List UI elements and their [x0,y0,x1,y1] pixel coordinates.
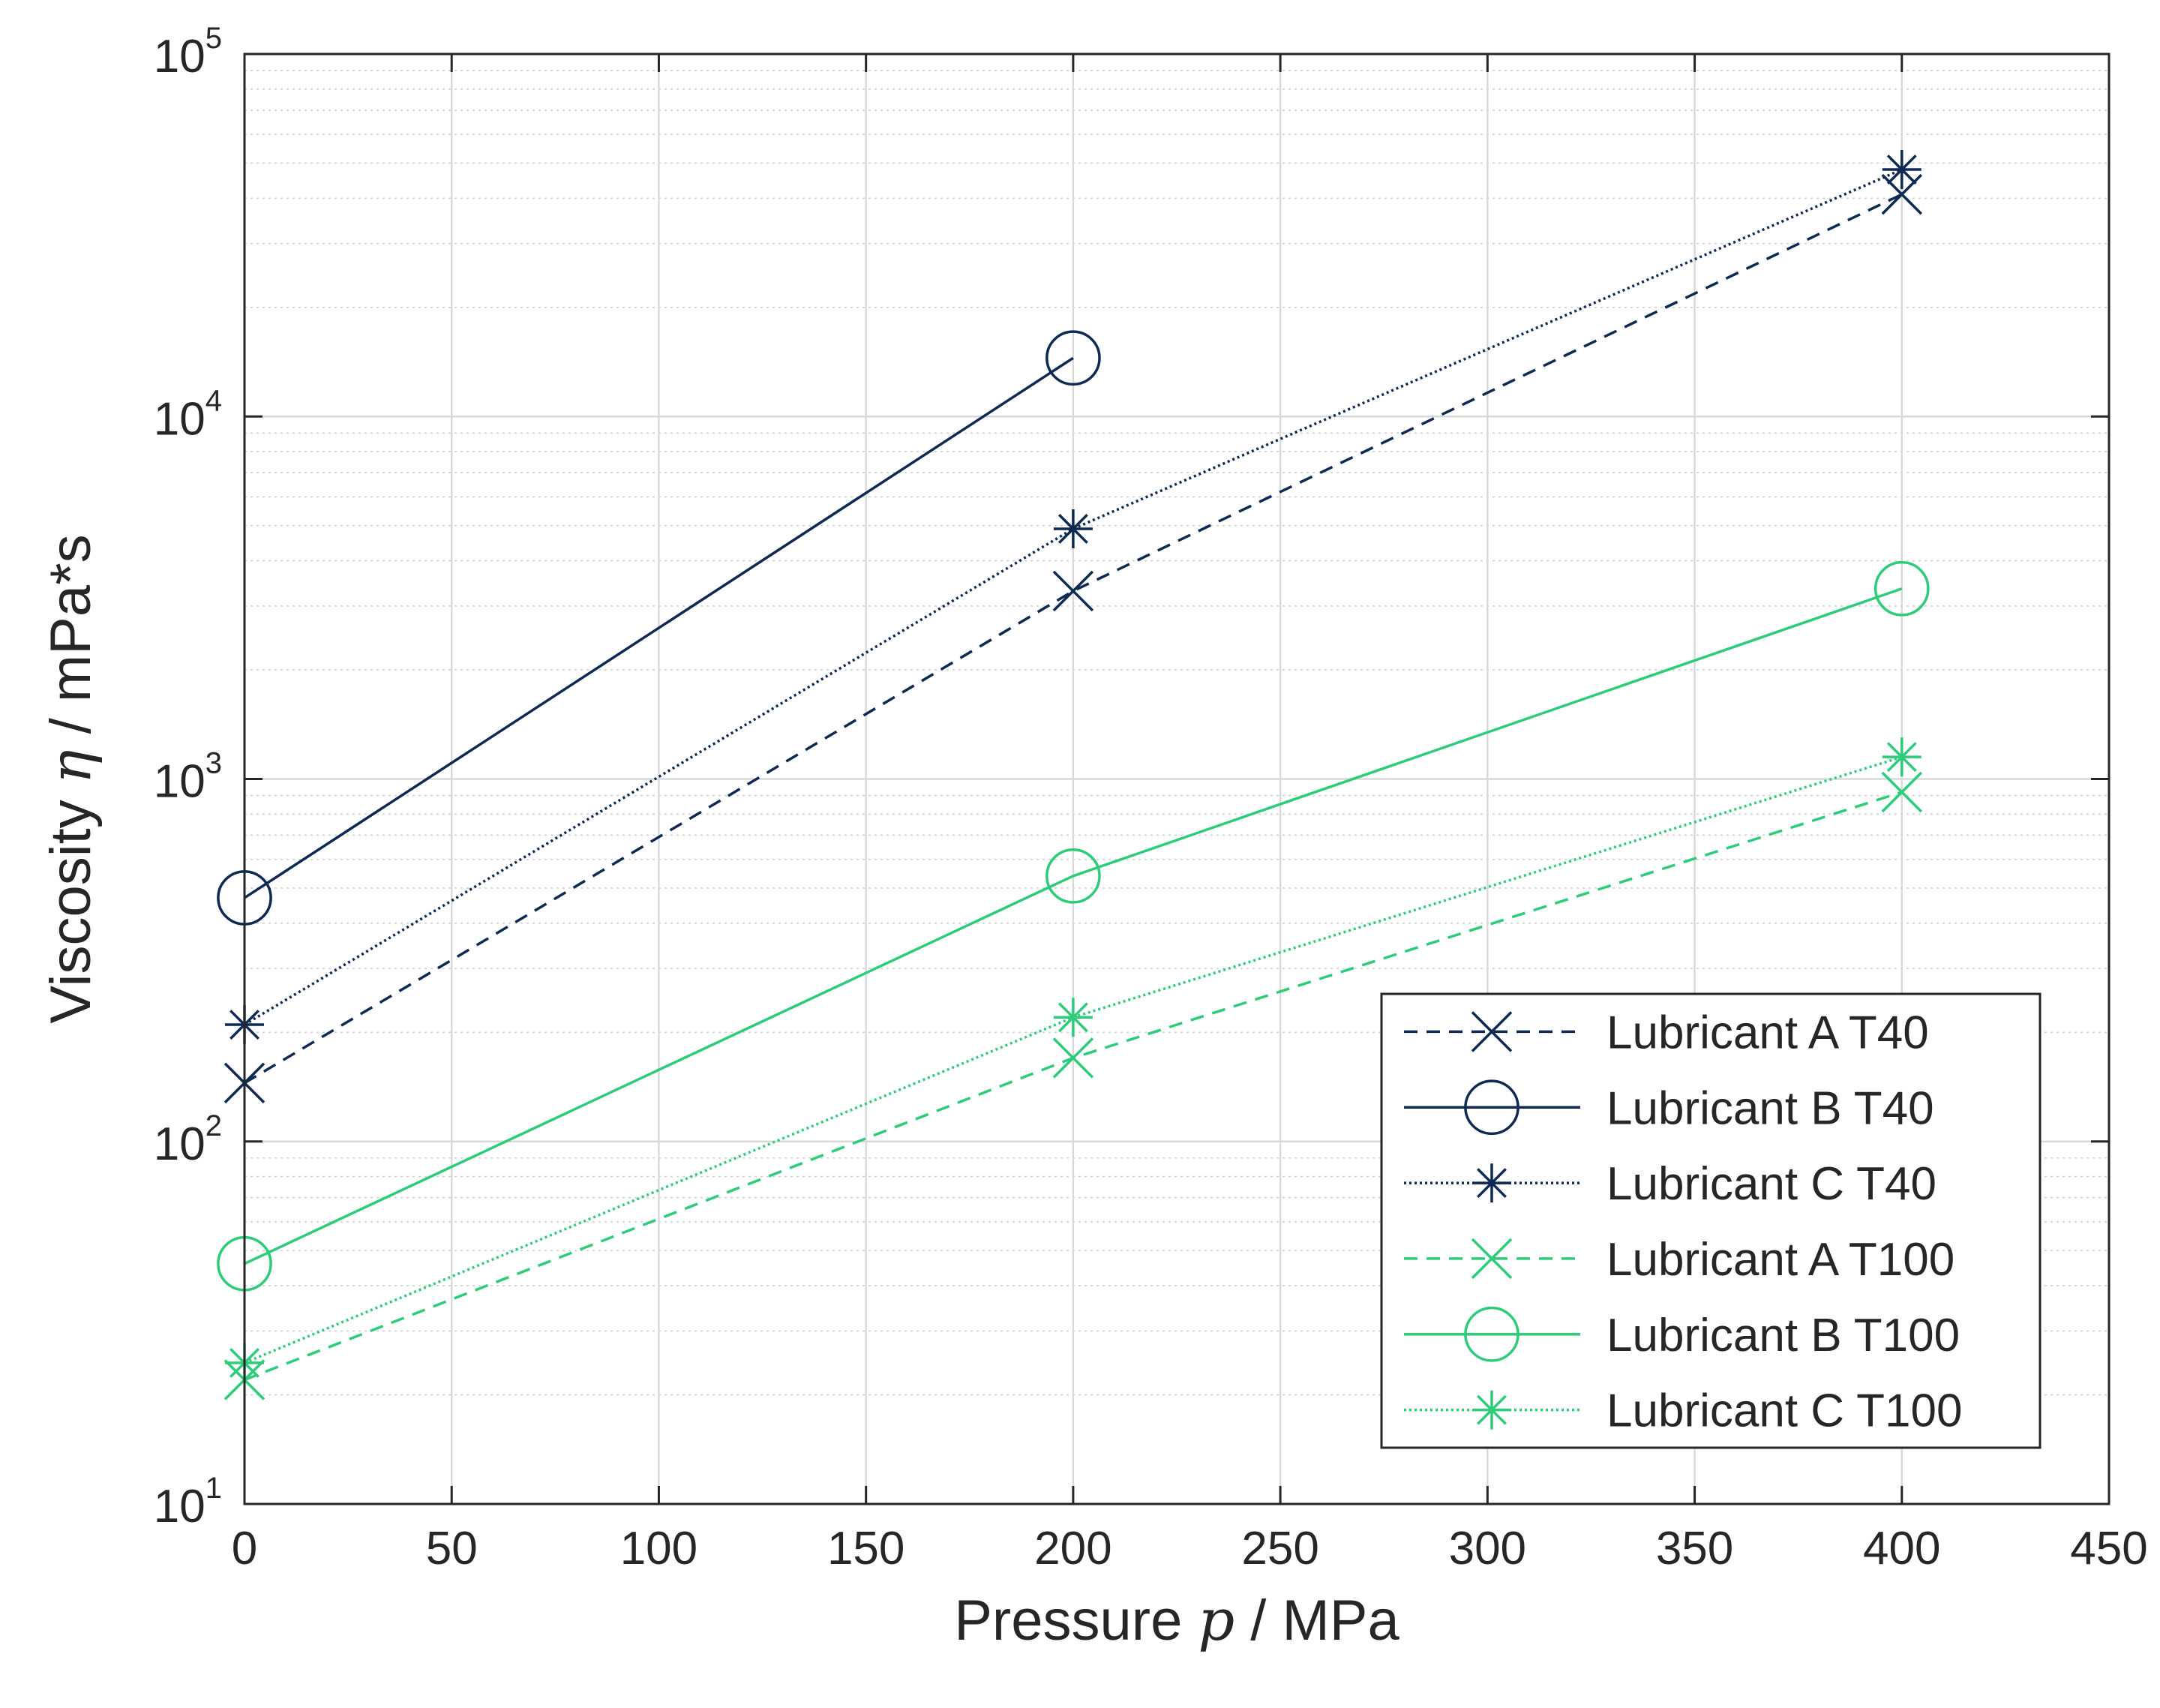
marker-x [1052,570,1094,612]
y-tick-label: 103 [154,747,222,808]
marker-asterisk [1882,150,1922,190]
y-tick-label: 102 [154,1109,222,1170]
y-tick-label-base: 10 [154,31,206,83]
ticks: 0 50 100 150 200 250 300 350 400 4501011021031041… [154,22,2148,1574]
marker-circle [1046,848,1101,904]
y-tick-label-exponent: 4 [206,384,222,417]
x-tick-label: 150 [827,1523,904,1574]
data-point [1052,1037,1094,1079]
marker-asterisk [1053,998,1093,1037]
x-tick-label: 50 [426,1523,478,1574]
y-tick-label: 104 [154,384,222,445]
y-tick-label-exponent: 5 [206,22,222,55]
x-tick-label: 100 [620,1523,698,1574]
marker-circle [1464,1079,1520,1136]
series-line [244,356,1074,899]
legend-label: Lubricant B T40 [1606,1082,1934,1134]
marker-circle [1874,560,1930,617]
marker-asterisk [1882,737,1922,777]
data-point [1053,998,1093,1037]
legend-label: Lubricant C T100 [1606,1385,1962,1437]
y-axis-label-suffix: / mPa*s [39,534,103,749]
marker-x [1052,1037,1094,1079]
marker-x [1471,1011,1513,1052]
x-axis-label-suffix: / MPa [1234,1589,1400,1652]
y-tick-label: 101 [154,1472,222,1532]
marker-asterisk [1472,1390,1511,1430]
x-tick-label: 200 [1034,1523,1112,1574]
data-point [1881,771,1923,813]
marker-circle [1464,1306,1520,1362]
data-point [1052,570,1094,612]
legend-item: Lubricant B T100 [1404,1306,1960,1362]
x-tick-label: 250 [1241,1523,1318,1574]
y-tick-label-exponent: 3 [206,747,222,780]
y-tick-label-exponent: 2 [206,1109,222,1142]
marker-x [1881,771,1923,813]
x-tick-label: 400 [1863,1523,1940,1574]
x-axis-label-prefix: Pressure [954,1589,1198,1652]
series-line [244,587,1903,1265]
legend-label: Lubricant A T40 [1606,1007,1929,1058]
x-tick-label: 450 [2070,1523,2147,1574]
legend-label: Lubricant A T100 [1606,1234,1954,1286]
marker-asterisk [1053,509,1093,548]
marker-circle [1046,330,1101,386]
data-point [1882,737,1922,777]
series-line [244,193,1903,1085]
legend-label: Lubricant C T40 [1606,1158,1936,1210]
x-tick-label: 0 [232,1523,257,1574]
data-point [1874,560,1930,617]
legend-item: Lubricant A T40 [1404,1007,1929,1058]
legend-item: Lubricant A T100 [1404,1234,1954,1286]
y-tick-label-exponent: 1 [206,1472,222,1505]
legend-box [1380,992,2042,1449]
data-point [1882,150,1922,190]
legend-item: Lubricant C T100 [1404,1385,1962,1437]
legend-label: Lubricant B T100 [1606,1310,1960,1361]
data-point [1046,330,1101,386]
y-tick-label-base: 10 [154,1481,206,1532]
x-axis-label: Pressure p / MPa [954,1586,1400,1653]
data-point [1046,848,1101,904]
series-line [244,168,1903,1026]
marker-x [1471,1238,1513,1280]
legend-item: Lubricant B T40 [1404,1079,1934,1136]
y-tick-label-base: 10 [154,393,206,445]
x-tick-label: 300 [1449,1523,1526,1574]
x-axis-label-symbol: p [1198,1586,1234,1653]
legend-item: Lubricant C T40 [1404,1158,1936,1210]
y-tick-label-base: 10 [154,756,206,808]
legend: Lubricant A T40 Lubricant B T40 Lubricant … [1380,992,2042,1449]
y-axis-label: Viscosity η / mPa*s [37,534,104,1023]
y-axis-label-symbol: η [37,750,104,785]
marker-asterisk [1472,1163,1511,1203]
data-point [1053,509,1093,548]
x-tick-label: 350 [1656,1523,1733,1574]
y-axis-label-prefix: Viscosity [39,784,103,1024]
y-tick-label: 105 [154,22,222,83]
y-tick-label-base: 10 [154,1118,206,1170]
